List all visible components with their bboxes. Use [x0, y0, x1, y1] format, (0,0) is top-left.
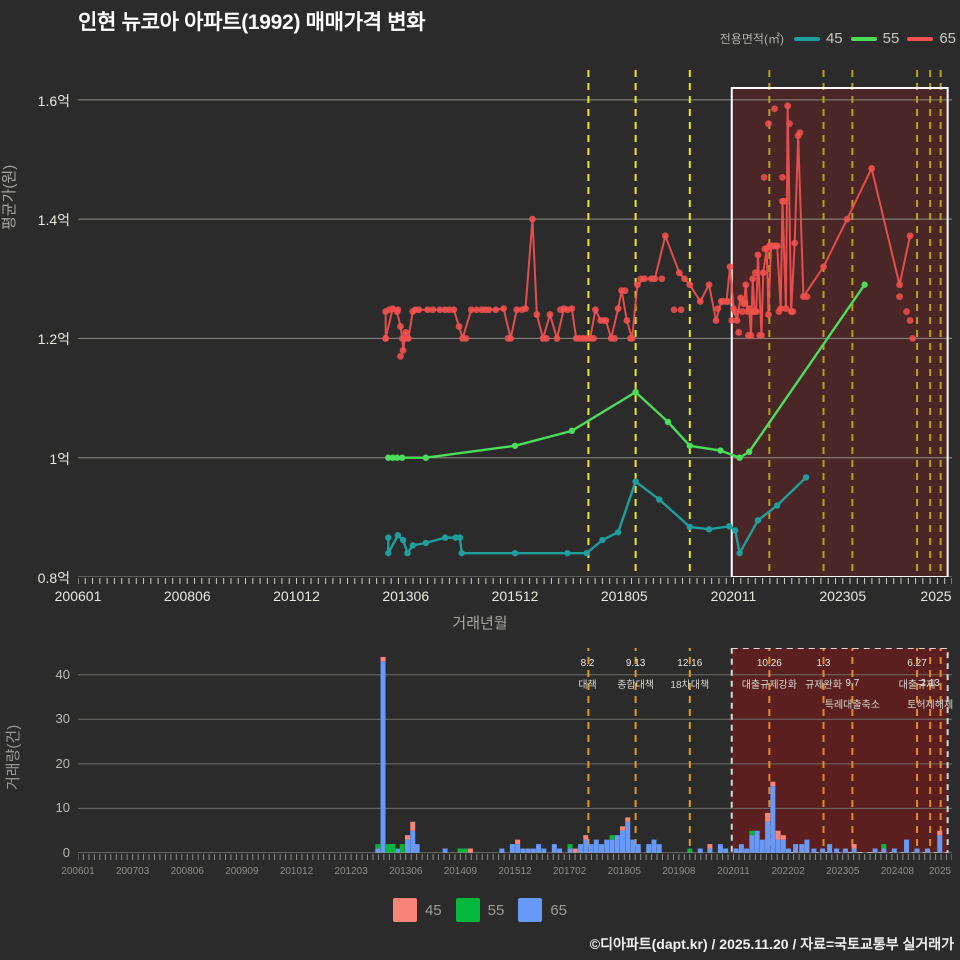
legend-item-65[interactable]: 65: [907, 30, 956, 47]
policy-name-2: 18차대책: [670, 680, 710, 691]
policy-date-1: 9.13: [625, 658, 646, 669]
top-legend: 전용면적(㎡) 45 55 65: [720, 30, 956, 47]
policy-name-4: 규제완화: [805, 680, 842, 691]
volume-xtick-13: 202202: [771, 866, 805, 877]
policy-date-0: 8.2: [580, 658, 595, 669]
legend-item-45[interactable]: 45: [793, 30, 843, 47]
price-xtick-3: 201306: [382, 588, 430, 604]
price-xtick-4: 201512: [491, 588, 539, 604]
volume-ytick-4: 40: [55, 666, 70, 682]
policy-date-4: 1.3: [816, 658, 831, 669]
page-title: 인현 뉴코아 아파트(1992) 매매가격 변화: [78, 11, 426, 34]
price-chart[interactable]: [78, 70, 952, 577]
volume-xtick-7: 201409: [443, 866, 478, 877]
price-ytick-2: 1.2억: [37, 331, 70, 348]
volume-ytick-0: 0: [62, 845, 70, 860]
volume-xtick-11: 201908: [662, 866, 696, 877]
volume-ytick-3: 30: [55, 711, 70, 727]
volume-xtick-1: 200703: [115, 866, 150, 877]
price-xtick-0: 200601: [54, 588, 102, 604]
bottom-legend-item-55[interactable]: 55: [455, 898, 505, 922]
policy-name-6: 대출규제: [898, 680, 936, 691]
price-xtick-6: 202011: [710, 588, 757, 604]
volume-xtick-12: 202011: [717, 866, 750, 877]
bottom-legend-item-65[interactable]: 65: [518, 898, 567, 922]
volume-xtick-2: 200806: [170, 866, 204, 877]
volume-xtick-10: 201805: [607, 866, 641, 877]
price-ytick-1: 1.4억: [37, 212, 70, 229]
price-xtick-8: 2025: [920, 588, 952, 604]
volume-xtick-5: 201203: [334, 866, 368, 877]
bottom-legend-label-55: 55: [487, 901, 505, 919]
price-xtick-7: 202305: [819, 588, 867, 604]
volume-xtick-3: 200909: [225, 866, 259, 877]
legend-label-65: 65: [939, 30, 956, 47]
policy-date-2: 12.16: [677, 658, 703, 669]
bottom-legend: 45 55 65: [0, 898, 960, 922]
legend-title: 전용면적(㎡): [719, 32, 784, 46]
volume-xtick-14: 202305: [826, 866, 860, 877]
bottom-legend-swatch-45: [392, 898, 417, 922]
bottom-legend-item-45[interactable]: 45: [392, 898, 442, 922]
policy-date-6: 6.27: [907, 658, 927, 669]
bottom-legend-label-45: 45: [424, 901, 442, 919]
policy-date-7: 2.13: [920, 678, 940, 689]
price-ytick-4: 0.8억: [37, 570, 70, 586]
volume-xtick-16: 2025: [928, 866, 952, 877]
volume-xtick-4: 201012: [279, 866, 314, 877]
volume-xtick-0: 200601: [61, 866, 95, 877]
policy-name-1: 종합대책: [617, 680, 655, 691]
legend-swatch-45: [793, 36, 820, 41]
volume-xtick-6: 201306: [389, 866, 423, 877]
policy-name-0: 대책: [578, 680, 597, 691]
policy-name-7: 토허제해제: [907, 700, 954, 711]
price-chart-xlabel: 거래년월: [452, 615, 508, 632]
legend-swatch-65: [907, 36, 934, 41]
legend-swatch-55: [850, 36, 877, 41]
volume-xtick-15: 202408: [880, 866, 915, 877]
bottom-legend-swatch-65: [518, 898, 543, 922]
policy-date-3: 10.26: [756, 658, 782, 669]
price-ytick-0: 1.6억: [37, 92, 70, 109]
volume-ytick-2: 20: [55, 755, 70, 771]
volume-xtick-8: 201512: [498, 866, 532, 877]
bottom-legend-swatch-55: [455, 898, 480, 922]
price-xtick-1: 200806: [163, 588, 211, 604]
bottom-legend-label-65: 65: [550, 901, 568, 919]
policy-name-3: 대출규제강화: [741, 680, 797, 691]
volume-ytick-1: 10: [55, 800, 70, 816]
footer-credit: ©디아파트(dapt.kr) / 2025.11.20 / 자료=국토교통부 실…: [589, 936, 954, 952]
legend-item-55[interactable]: 55: [850, 30, 900, 47]
price-ytick-3: 1억: [49, 450, 70, 467]
legend-label-45: 45: [825, 30, 843, 47]
price-xtick-5: 201805: [600, 588, 648, 604]
policy-name-5: 특례대출축소: [824, 700, 880, 711]
volume-chart[interactable]: [78, 618, 952, 854]
policy-date-5: 9.7: [845, 678, 860, 689]
legend-label-55: 55: [882, 30, 900, 47]
price-xtick-2: 201012: [273, 588, 320, 604]
volume-xtick-9: 201702: [552, 866, 587, 877]
